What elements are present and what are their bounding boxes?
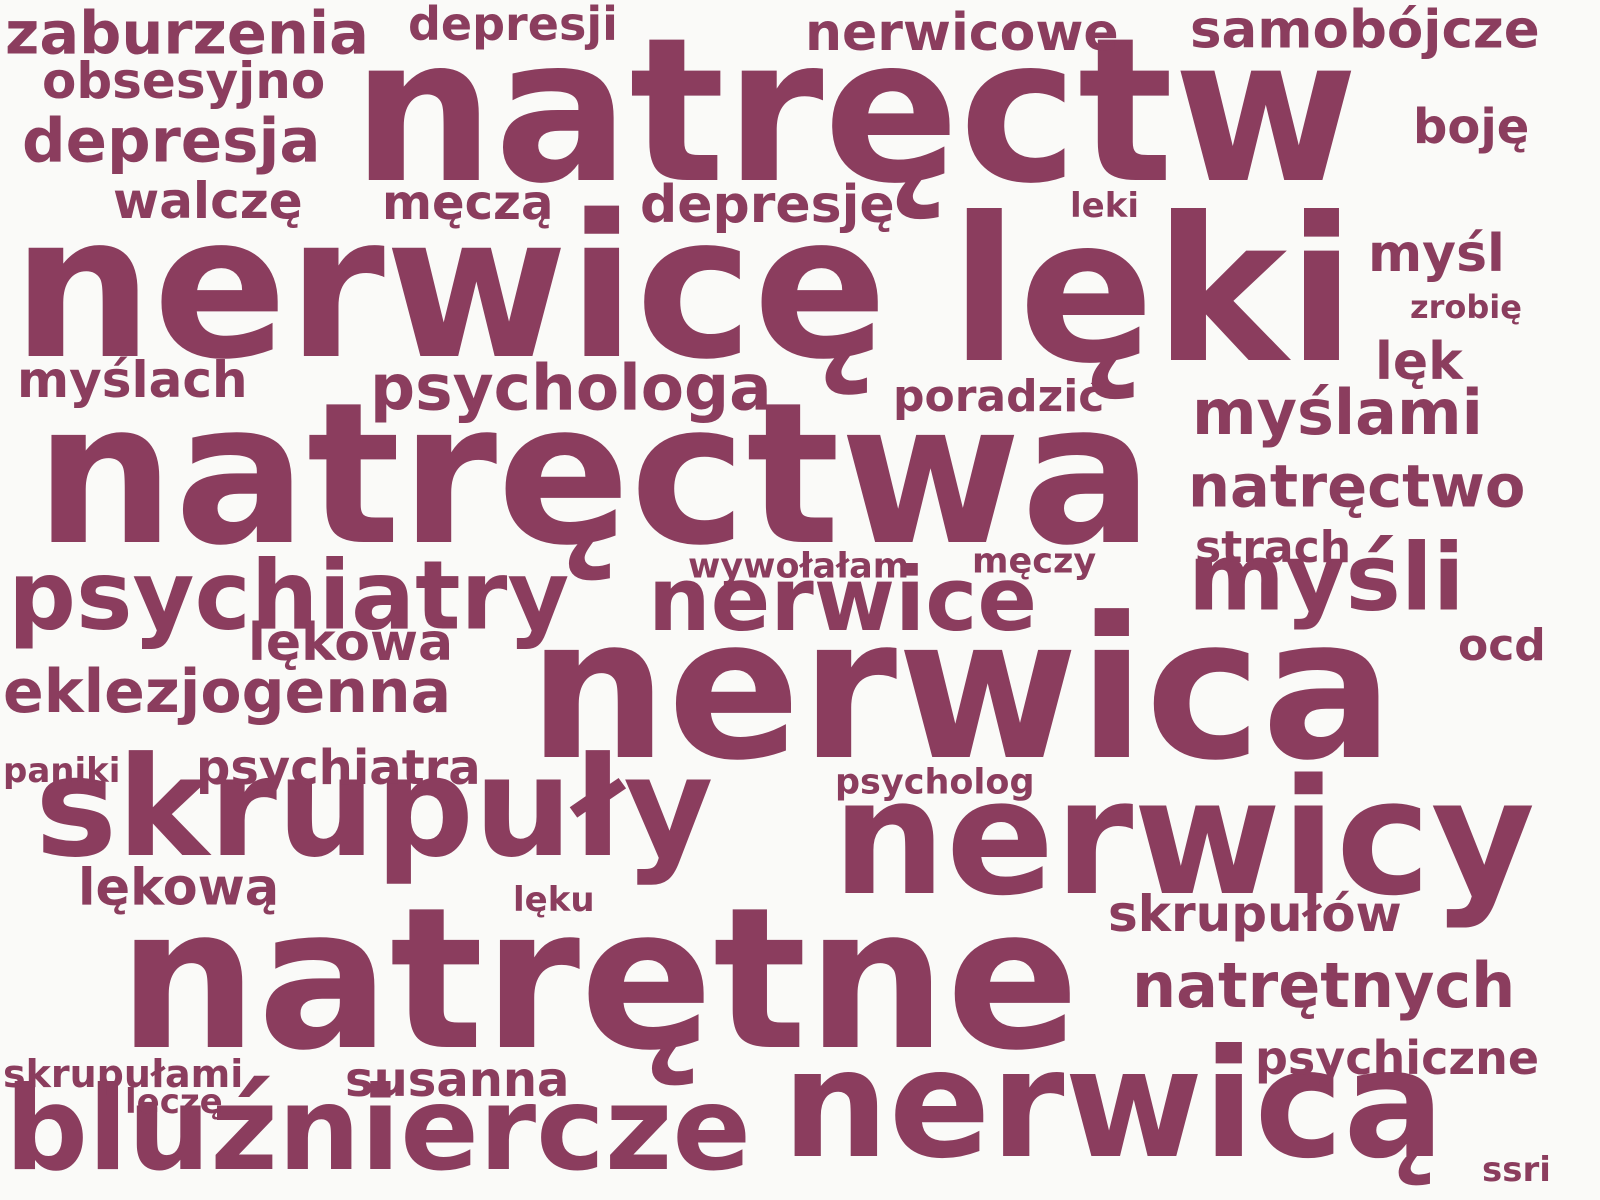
word-psycholog: psycholog bbox=[835, 762, 1035, 803]
word-lekowa: lękowa bbox=[248, 613, 454, 673]
word-eklezjogenna: eklezjogenna bbox=[3, 657, 452, 727]
word-depresja: depresja bbox=[22, 105, 321, 177]
word-nerwice-2: nerwicę bbox=[12, 172, 888, 403]
word-natrectwo: natręctwo bbox=[1188, 451, 1526, 521]
word-psychiatra: psychiatra bbox=[196, 740, 481, 796]
word-mysli: myśli bbox=[1188, 523, 1465, 632]
word-zrobie: zrobię bbox=[1410, 288, 1522, 326]
word-natrectw: natręctw bbox=[352, 0, 1359, 228]
word-boje: boję bbox=[1413, 99, 1530, 155]
word-nerwice: nerwice bbox=[648, 548, 1038, 651]
word-samobojcze: samobójcze bbox=[1190, 0, 1540, 61]
word-myslach: myślach bbox=[17, 351, 248, 409]
word-depresji: depresji bbox=[408, 0, 618, 51]
word-poradzic: poradzić bbox=[893, 371, 1105, 422]
word-skrupulow: skrupułów bbox=[1108, 885, 1402, 943]
word-myslami: myślami bbox=[1192, 376, 1483, 449]
word-meczy: męczy bbox=[972, 541, 1097, 582]
word-wywolalam: wywołałam bbox=[688, 546, 910, 587]
word-psychiczne: psychiczne bbox=[1255, 1031, 1540, 1085]
word-depresje: depresję bbox=[640, 175, 895, 235]
word-ssri: ssri bbox=[1482, 1150, 1551, 1190]
word-zaburzenia: zaburzenia bbox=[5, 0, 369, 68]
word-lecze: leczę bbox=[125, 1082, 223, 1122]
word-obsesyjno: obsesyjno bbox=[42, 52, 326, 110]
word-lek: lęk bbox=[1375, 332, 1463, 392]
word-nerwica: nerwica bbox=[528, 576, 1394, 804]
word-leki-2: leki bbox=[1070, 186, 1139, 226]
word-susanna: susanna bbox=[345, 1052, 570, 1108]
word-lekowa-2: lękową bbox=[78, 858, 280, 918]
word-skrupulami: skrupułami bbox=[3, 1052, 244, 1096]
word-nerwicowe: nerwicowe bbox=[805, 3, 1119, 63]
word-walcze: walczę bbox=[113, 172, 303, 230]
word-psychiatry: psychiatry bbox=[8, 541, 570, 652]
word-nerwicy: nerwicy bbox=[832, 744, 1536, 931]
word-psychologa: psychologa bbox=[370, 351, 772, 425]
word-natrectwa: natręctwa bbox=[35, 361, 1154, 589]
word-mysl: myśl bbox=[1368, 224, 1505, 284]
word-strach: strach bbox=[1195, 522, 1352, 573]
word-natretne: natrętne bbox=[118, 866, 1080, 1094]
word-bluznierze: bluźniercze bbox=[5, 1062, 752, 1197]
word-ocd: ocd bbox=[1458, 620, 1546, 671]
word-leki: lęki bbox=[950, 175, 1356, 408]
word-skrupuly: skrupuły bbox=[35, 727, 714, 888]
word-natretnych: natrętnych bbox=[1132, 949, 1516, 1022]
word-paniki: paniki bbox=[3, 751, 121, 791]
word-mecza: męczą bbox=[382, 175, 554, 231]
word-leku: lęku bbox=[513, 880, 595, 920]
word-nerwica-3: nerwicą bbox=[782, 1018, 1445, 1192]
